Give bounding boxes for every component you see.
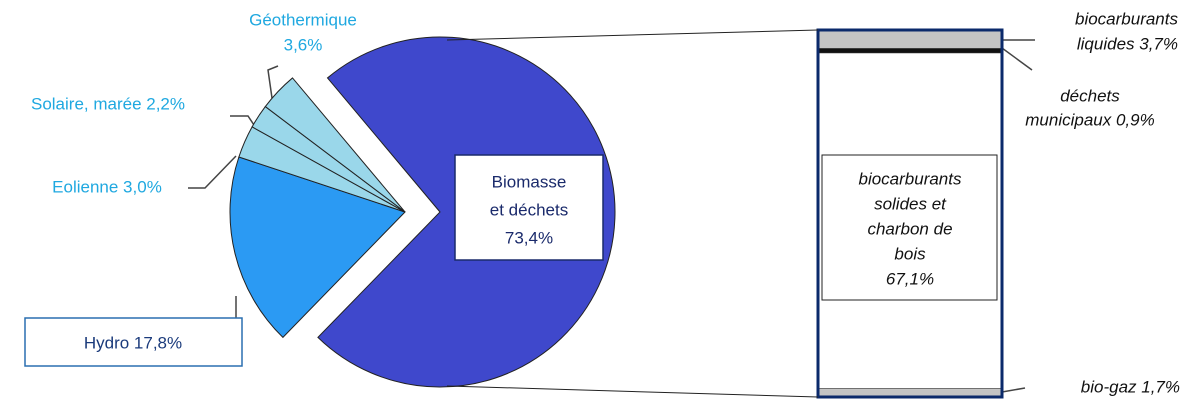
label-box: [821, 154, 998, 301]
bar-segment: [817, 48, 1003, 54]
leader-line: [1001, 387, 1026, 393]
connector: [446, 385, 819, 398]
pie-slice: [264, 77, 406, 213]
bar-segment: [817, 29, 1003, 49]
label-box: [454, 154, 604, 261]
label: bio-gaz 1,7%: [1081, 377, 1180, 396]
leader-line: [267, 65, 279, 99]
label: déchets: [1060, 86, 1120, 105]
label: Hydro 17,8%: [84, 333, 182, 352]
label: municipaux 0,9%: [1025, 110, 1154, 129]
bar-frame: [816, 28, 1004, 399]
label: biocarburants: [1075, 9, 1179, 28]
label: Eolienne 3,0%: [52, 177, 162, 196]
leader-line: [1001, 47, 1033, 71]
leader-line: [188, 155, 237, 189]
label: liquides 3,7%: [1077, 34, 1178, 53]
label-box: [24, 317, 243, 367]
label: 67,1%: [886, 269, 934, 288]
label: 3,6%: [284, 35, 323, 54]
bar-segment: [817, 52, 1003, 389]
label: Solaire, marée 2,2%: [31, 94, 185, 113]
label: solides et: [874, 194, 947, 213]
label: et déchets: [490, 200, 568, 219]
label: biocarburants: [858, 169, 962, 188]
label: 73,4%: [505, 228, 553, 247]
connector: [446, 29, 819, 41]
label: charbon de: [867, 219, 952, 238]
label: bois: [894, 244, 926, 263]
label: Géothermique: [249, 10, 357, 29]
pie-slice: [229, 156, 406, 339]
label: Biomasse: [492, 172, 567, 191]
